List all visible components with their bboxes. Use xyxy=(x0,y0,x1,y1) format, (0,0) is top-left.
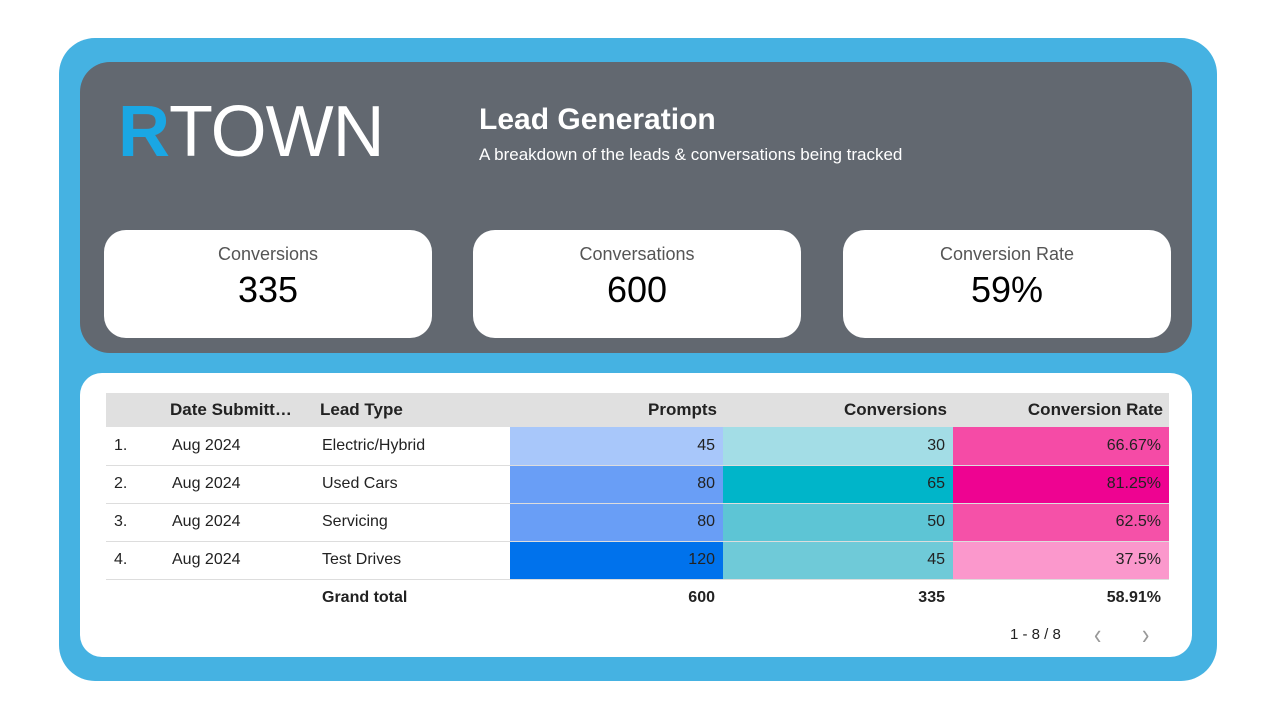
conversions-cell: 65 xyxy=(723,465,953,504)
rate-cell: 37.5% xyxy=(953,541,1169,580)
total-prompts: 600 xyxy=(688,589,715,607)
conversions-cell: 45 xyxy=(723,541,953,580)
row-index: 3. xyxy=(106,503,164,542)
rate-cell: 66.67% xyxy=(953,427,1169,466)
total-label: Grand total xyxy=(322,589,408,607)
lead-type-cell: Servicing xyxy=(314,503,510,542)
table-row: 3. Aug 2024 Servicing 80 50 62.5% xyxy=(106,503,1169,542)
prompts-cell: 45 xyxy=(510,427,723,466)
total-conversions: 335 xyxy=(918,589,945,607)
table-row: 1. Aug 2024 Electric/Hybrid 45 30 66.67% xyxy=(106,427,1169,466)
col-index xyxy=(106,393,164,427)
col-conversions[interactable]: Conversions xyxy=(723,393,953,427)
table-row: 2. Aug 2024 Used Cars 80 65 81.25% xyxy=(106,465,1169,504)
date-cell: Aug 2024 xyxy=(164,541,314,580)
prompts-cell: 80 xyxy=(510,465,723,504)
lead-type-cell: Test Drives xyxy=(314,541,510,580)
pagination-label: 1 - 8 / 8 xyxy=(1010,626,1061,643)
page-subtitle: A breakdown of the leads & conversations… xyxy=(479,145,903,164)
total-rate: 58.91% xyxy=(1106,589,1161,607)
kpi-card-conversations: Conversations 600 xyxy=(473,230,801,338)
row-index: 4. xyxy=(106,541,164,580)
lead-type-cell: Electric/Hybrid xyxy=(314,427,510,466)
next-page-icon[interactable]: › xyxy=(1142,618,1150,651)
row-index: 1. xyxy=(106,427,164,466)
kpi-card-conversions: Conversions 335 xyxy=(104,230,432,338)
date-cell: Aug 2024 xyxy=(164,465,314,504)
prev-page-icon[interactable]: ‹ xyxy=(1094,618,1102,651)
prompts-cell: 80 xyxy=(510,503,723,542)
col-lead-type[interactable]: Lead Type xyxy=(314,393,510,427)
date-cell: Aug 2024 xyxy=(164,503,314,542)
empty-cell xyxy=(106,579,164,617)
rate-cell: 81.25% xyxy=(953,465,1169,504)
conversions-cell: 50 xyxy=(723,503,953,542)
col-conversion-rate[interactable]: Conversion Rate xyxy=(953,393,1169,427)
kpi-card-conversion-rate: Conversion Rate 59% xyxy=(843,230,1171,338)
lead-type-cell: Used Cars xyxy=(314,465,510,504)
col-date[interactable]: Date Submitt… xyxy=(164,393,314,427)
grand-total-row: Grand total 600 335 58.91% xyxy=(106,579,1169,617)
rtown-logo: RTOWN xyxy=(118,92,385,172)
rate-cell: 62.5% xyxy=(953,503,1169,542)
page-title: Lead Generation xyxy=(479,103,716,136)
col-prompts[interactable]: Prompts xyxy=(510,393,723,427)
prompts-cell: 120 xyxy=(510,541,723,580)
table-row: 4. Aug 2024 Test Drives 120 45 37.5% xyxy=(106,541,1169,580)
leads-table: Date Submitt… Lead Type Prompts Conversi… xyxy=(106,393,1169,617)
row-index: 2. xyxy=(106,465,164,504)
date-cell: Aug 2024 xyxy=(164,427,314,466)
conversions-cell: 30 xyxy=(723,427,953,466)
empty-cell xyxy=(164,579,314,617)
